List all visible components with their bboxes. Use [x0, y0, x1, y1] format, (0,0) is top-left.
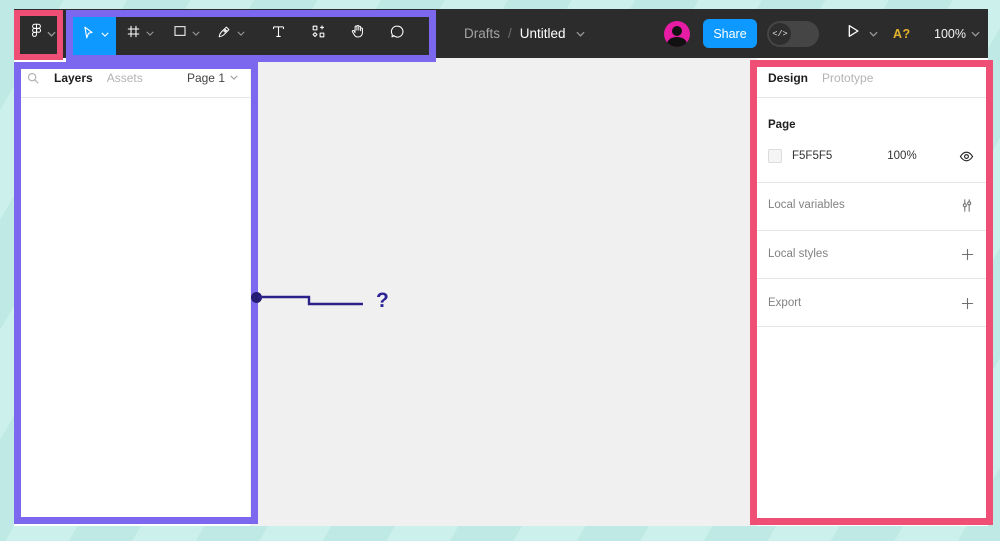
tool-frame-button[interactable]: [119, 9, 159, 58]
title-chevron-icon[interactable]: [576, 31, 585, 37]
tab-prototype[interactable]: Prototype: [822, 70, 874, 85]
color-opacity[interactable]: 100%: [887, 150, 917, 162]
tab-design[interactable]: Design: [768, 70, 809, 85]
frame-dropdown-chevron-icon: [145, 31, 154, 36]
left-panel: Layers Assets Page 1: [14, 58, 250, 526]
color-swatch[interactable]: [768, 149, 782, 163]
share-button[interactable]: Share: [703, 19, 757, 48]
move-cursor-icon: [80, 24, 97, 46]
avatar-body: [667, 36, 687, 47]
section-export[interactable]: Export: [757, 292, 988, 314]
tool-comment-button[interactable]: [379, 9, 415, 58]
left-panel-header: Layers Assets Page 1: [14, 58, 250, 97]
rp-divider-5: [757, 326, 988, 327]
text-icon: [270, 23, 287, 45]
rp-divider-2: [757, 182, 988, 183]
search-icon[interactable]: [26, 71, 40, 85]
breadcrumb-separator: /: [508, 26, 512, 41]
dev-mode-icon: </>: [769, 22, 791, 45]
present-button[interactable]: [844, 9, 878, 58]
tab-layers[interactable]: Layers: [54, 70, 93, 85]
rp-divider-3: [757, 230, 988, 231]
figma-menu-chevron-icon: [47, 31, 56, 37]
hand-icon: [349, 23, 366, 45]
annotation-dot: [251, 292, 262, 303]
tool-actions-button[interactable]: [300, 9, 336, 58]
page-chevron-icon: [230, 75, 238, 80]
variables-icon[interactable]: [960, 198, 974, 213]
right-panel: Design Prototype Page F5F5F5 100%: [757, 58, 988, 526]
pen-icon: [216, 23, 233, 45]
comment-icon: [389, 23, 406, 45]
export-plus-icon[interactable]: [961, 297, 974, 310]
local-styles-plus-icon[interactable]: [961, 248, 974, 261]
tool-move-button[interactable]: [72, 12, 116, 57]
tool-text-button[interactable]: [260, 9, 296, 58]
tool-rectangle-button[interactable]: [166, 9, 206, 58]
export-label: Export: [768, 297, 802, 309]
pen-dropdown-chevron-icon: [236, 31, 245, 36]
play-icon: [844, 22, 862, 45]
zoom-control[interactable]: 100%: [934, 9, 980, 58]
avatar[interactable]: [664, 9, 690, 58]
figma-window: Drafts / Untitled Share: [14, 9, 988, 526]
page-section-header: Page: [757, 115, 988, 135]
move-dropdown-chevron-icon: [100, 32, 109, 37]
canvas[interactable]: [250, 58, 757, 526]
page-selector[interactable]: Page 1: [187, 71, 238, 85]
figma-menu-button[interactable]: [22, 9, 64, 58]
zoom-level: 100%: [934, 26, 966, 41]
page-selector-label: Page 1: [186, 70, 225, 85]
ai-badge[interactable]: A?: [893, 26, 911, 41]
local-variables-label: Local variables: [768, 199, 845, 211]
breadcrumb: Drafts / Untitled: [464, 9, 585, 58]
page-color-row: F5F5F5 100%: [757, 146, 988, 166]
page-section-title: Page: [768, 119, 796, 131]
eye-icon[interactable]: [959, 149, 974, 164]
zoom-chevron-icon: [971, 31, 980, 37]
actions-icon: [310, 23, 327, 45]
local-styles-label: Local styles: [768, 248, 829, 260]
breadcrumb-folder[interactable]: Drafts: [464, 26, 501, 41]
frame-icon: [125, 23, 142, 45]
rp-divider-4: [757, 278, 988, 279]
figma-logo-icon: [30, 21, 43, 46]
tool-pen-button[interactable]: [210, 9, 250, 58]
section-local-variables[interactable]: Local variables: [757, 194, 988, 216]
file-title[interactable]: Untitled: [519, 26, 566, 41]
present-chevron-icon: [869, 31, 878, 37]
color-hex-value[interactable]: F5F5F5: [792, 150, 833, 162]
annotation-question-mark: ?: [376, 289, 389, 312]
dev-mode-toggle[interactable]: </>: [767, 20, 819, 47]
avatar-head: [672, 25, 682, 36]
tab-assets[interactable]: Assets: [106, 70, 143, 85]
top-toolbar: Drafts / Untitled Share: [14, 9, 988, 58]
right-panel-tabs: Design Prototype: [757, 58, 988, 97]
section-local-styles[interactable]: Local styles: [757, 243, 988, 265]
rectangle-icon: [172, 23, 188, 44]
left-panel-divider: [14, 97, 250, 98]
rp-divider-1: [757, 97, 988, 98]
rectangle-dropdown-chevron-icon: [192, 31, 200, 36]
tool-hand-button[interactable]: [339, 9, 375, 58]
